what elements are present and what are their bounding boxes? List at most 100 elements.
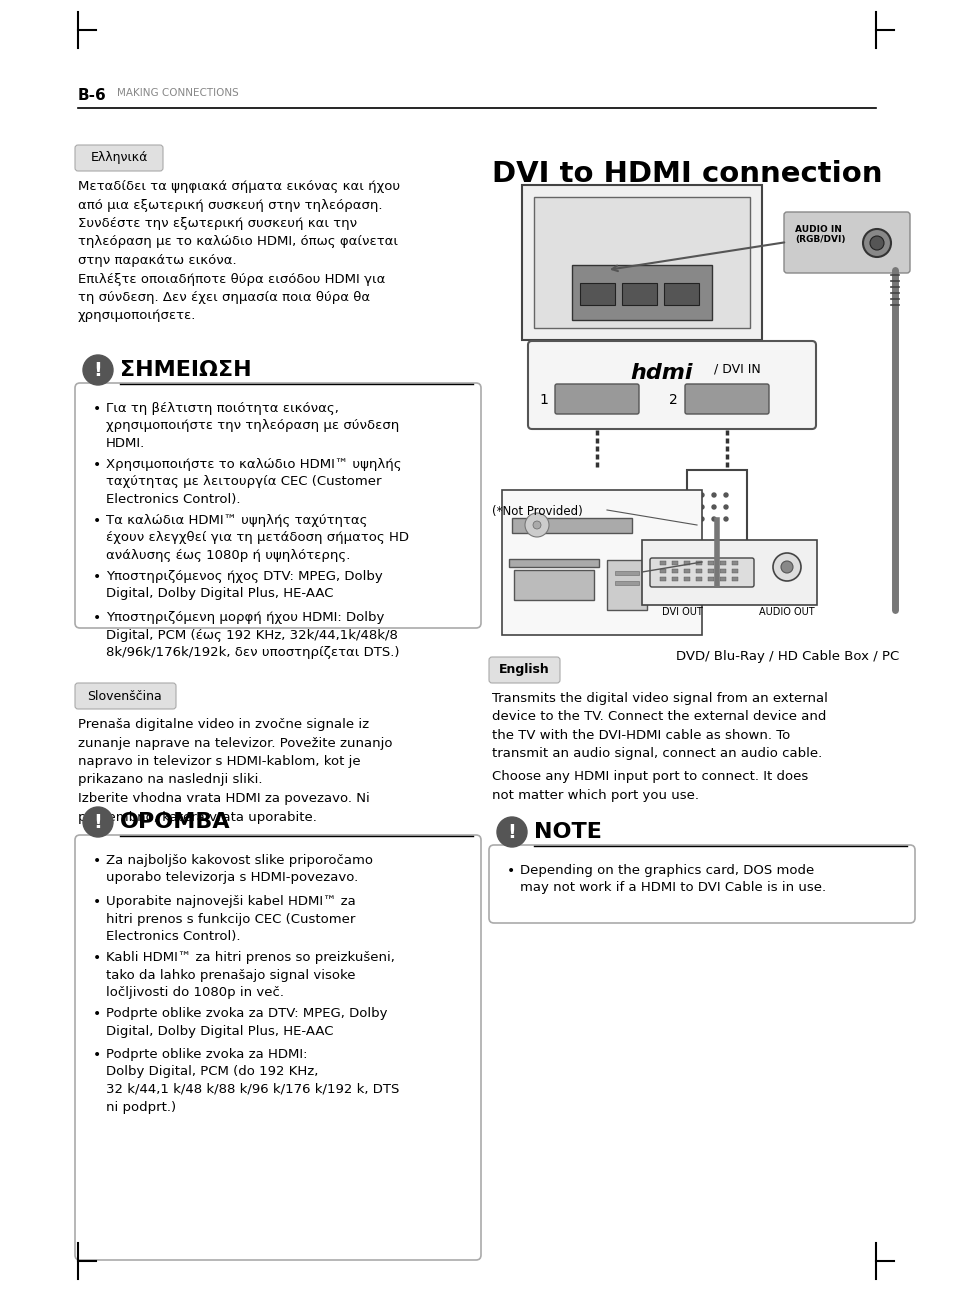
Circle shape (711, 505, 716, 509)
Text: AUDIO IN
(RGB/DVI): AUDIO IN (RGB/DVI) (794, 225, 844, 244)
FancyBboxPatch shape (783, 212, 909, 272)
FancyBboxPatch shape (75, 145, 163, 170)
Bar (621, 340, 661, 349)
Bar (579, 283, 615, 305)
Bar (696, 569, 701, 573)
Text: •: • (92, 514, 101, 528)
Text: •: • (92, 458, 101, 473)
Bar (606, 352, 677, 356)
FancyBboxPatch shape (489, 846, 914, 923)
FancyBboxPatch shape (489, 657, 559, 683)
Bar (572, 265, 711, 320)
Bar (671, 569, 678, 573)
Bar (641, 540, 816, 605)
Text: •: • (92, 951, 101, 964)
Text: OPOMBA: OPOMBA (120, 812, 231, 831)
Circle shape (524, 513, 548, 537)
Text: •: • (92, 611, 101, 625)
Bar (512, 518, 631, 533)
Text: Transmits the digital video signal from an external
device to the TV. Connect th: Transmits the digital video signal from … (492, 692, 827, 760)
Bar (659, 577, 665, 581)
Circle shape (862, 229, 890, 257)
Text: •: • (92, 402, 101, 416)
Bar (720, 569, 725, 573)
FancyBboxPatch shape (534, 198, 749, 328)
FancyBboxPatch shape (527, 341, 815, 429)
Text: !: ! (93, 812, 102, 831)
FancyBboxPatch shape (75, 835, 480, 1260)
Text: Για τη βέλτιστη ποιότητα εικόνας,
χρησιμοποιήστε την τηλεόραση με σύνδεση
HDMI.: Για τη βέλτιστη ποιότητα εικόνας, χρησιμ… (106, 402, 399, 451)
Bar (671, 562, 678, 565)
Text: •: • (92, 855, 101, 868)
Bar (683, 569, 689, 573)
Circle shape (83, 807, 112, 837)
Bar (696, 577, 701, 581)
Circle shape (533, 522, 540, 529)
Bar (509, 559, 598, 567)
Circle shape (781, 562, 792, 573)
Text: Kabli HDMI™ za hitri prenos so preizkušeni,
tako da lahko prenašajo signal visok: Kabli HDMI™ za hitri prenos so preizkuše… (106, 951, 395, 999)
Bar (659, 562, 665, 565)
Text: 1: 1 (538, 392, 547, 407)
Bar (615, 581, 639, 585)
Circle shape (723, 505, 727, 509)
Bar (731, 577, 738, 581)
Text: Prenaša digitalne video in zvočne signale iz
zunanje naprave na televizor. Povež: Prenaša digitalne video in zvočne signal… (78, 718, 392, 824)
Text: 2: 2 (668, 392, 677, 407)
FancyBboxPatch shape (521, 185, 761, 340)
Text: •: • (92, 1007, 101, 1021)
Text: ΣΗΜΕΙΩΣΗ: ΣΗΜΕΙΩΣΗ (120, 360, 252, 380)
Circle shape (83, 355, 112, 385)
Text: Μεταδίδει τα ψηφιακά σήματα εικόνας και ήχου
από μια εξωτερική συσκευή στην τηλε: Μεταδίδει τα ψηφιακά σήματα εικόνας και … (78, 179, 399, 323)
Bar (501, 491, 701, 635)
Text: / DVI IN: / DVI IN (713, 363, 760, 376)
Bar (731, 562, 738, 565)
Circle shape (711, 493, 716, 497)
Bar (707, 577, 713, 581)
Text: Χρησιμοποιήστε το καλώδιο HDMI™ υψηλής
ταχύτητας με λειτουργία CEC (Customer
Ele: Χρησιμοποιήστε το καλώδιο HDMI™ υψηλής τ… (106, 458, 401, 506)
Text: Depending on the graphics card, DOS mode
may not work if a HDMI to DVI Cable is : Depending on the graphics card, DOS mode… (519, 864, 825, 895)
Text: B-6: B-6 (78, 88, 107, 103)
Circle shape (497, 817, 526, 847)
Circle shape (700, 516, 703, 522)
Bar (707, 562, 713, 565)
Text: Τα καλώδια HDMI™ υψηλής ταχύτητας
έχουν ελεγχθεί για τη μετάδοση σήματος HD
ανάλ: Τα καλώδια HDMI™ υψηλής ταχύτητας έχουν … (106, 514, 409, 562)
Text: Υποστηριζόμενη μορφή ήχου HDMI: Dolby
Digital, PCM (έως 192 KHz, 32k/44,1k/48k/8: Υποστηριζόμενη μορφή ήχου HDMI: Dolby Di… (106, 611, 399, 658)
FancyBboxPatch shape (75, 383, 480, 627)
FancyBboxPatch shape (555, 383, 639, 414)
Text: •: • (92, 895, 101, 909)
Text: •: • (92, 571, 101, 584)
Circle shape (700, 493, 703, 497)
Bar (720, 562, 725, 565)
Text: MAKING CONNECTIONS: MAKING CONNECTIONS (117, 88, 238, 98)
Circle shape (711, 516, 716, 522)
Text: English: English (498, 664, 549, 676)
Bar (720, 577, 725, 581)
Bar (683, 577, 689, 581)
FancyBboxPatch shape (649, 558, 753, 587)
Bar (659, 569, 665, 573)
Text: Υποστηριζόμενος ήχος DTV: MPEG, Dolby
Digital, Dolby Digital Plus, HE-AAC: Υποστηριζόμενος ήχος DTV: MPEG, Dolby Di… (106, 571, 382, 600)
FancyBboxPatch shape (684, 383, 768, 414)
Text: Choose any HDMI input port to connect. It does
not matter which port you use.: Choose any HDMI input port to connect. I… (492, 769, 807, 802)
Text: •: • (506, 864, 515, 878)
Text: Slovenščina: Slovenščina (88, 689, 162, 702)
Text: DVI OUT: DVI OUT (661, 607, 701, 617)
Bar (731, 569, 738, 573)
FancyBboxPatch shape (75, 683, 175, 709)
Text: Ελληνικά: Ελληνικά (91, 151, 148, 164)
Circle shape (723, 516, 727, 522)
Text: NOTE: NOTE (534, 822, 601, 842)
Text: Podprte oblike zvoka za HDMI:
Dolby Digital, PCM (do 192 KHz,
32 k/44,1 k/48 k/8: Podprte oblike zvoka za HDMI: Dolby Digi… (106, 1048, 399, 1114)
Text: !: ! (507, 822, 516, 842)
Circle shape (700, 505, 703, 509)
Text: AUDIO OUT: AUDIO OUT (759, 607, 814, 617)
Bar (621, 283, 657, 305)
Circle shape (869, 236, 883, 250)
Text: •: • (92, 1048, 101, 1062)
Circle shape (772, 553, 801, 581)
Text: Za najboljšo kakovost slike priporočamo
uporabo televizorja s HDMI-povezavo.: Za najboljšo kakovost slike priporočamo … (106, 855, 373, 884)
Text: Uporabite najnovejši kabel HDMI™ za
hitri prenos s funkcijo CEC (Customer
Electr: Uporabite najnovejši kabel HDMI™ za hitr… (106, 895, 355, 942)
Bar (606, 560, 646, 611)
Bar (671, 577, 678, 581)
